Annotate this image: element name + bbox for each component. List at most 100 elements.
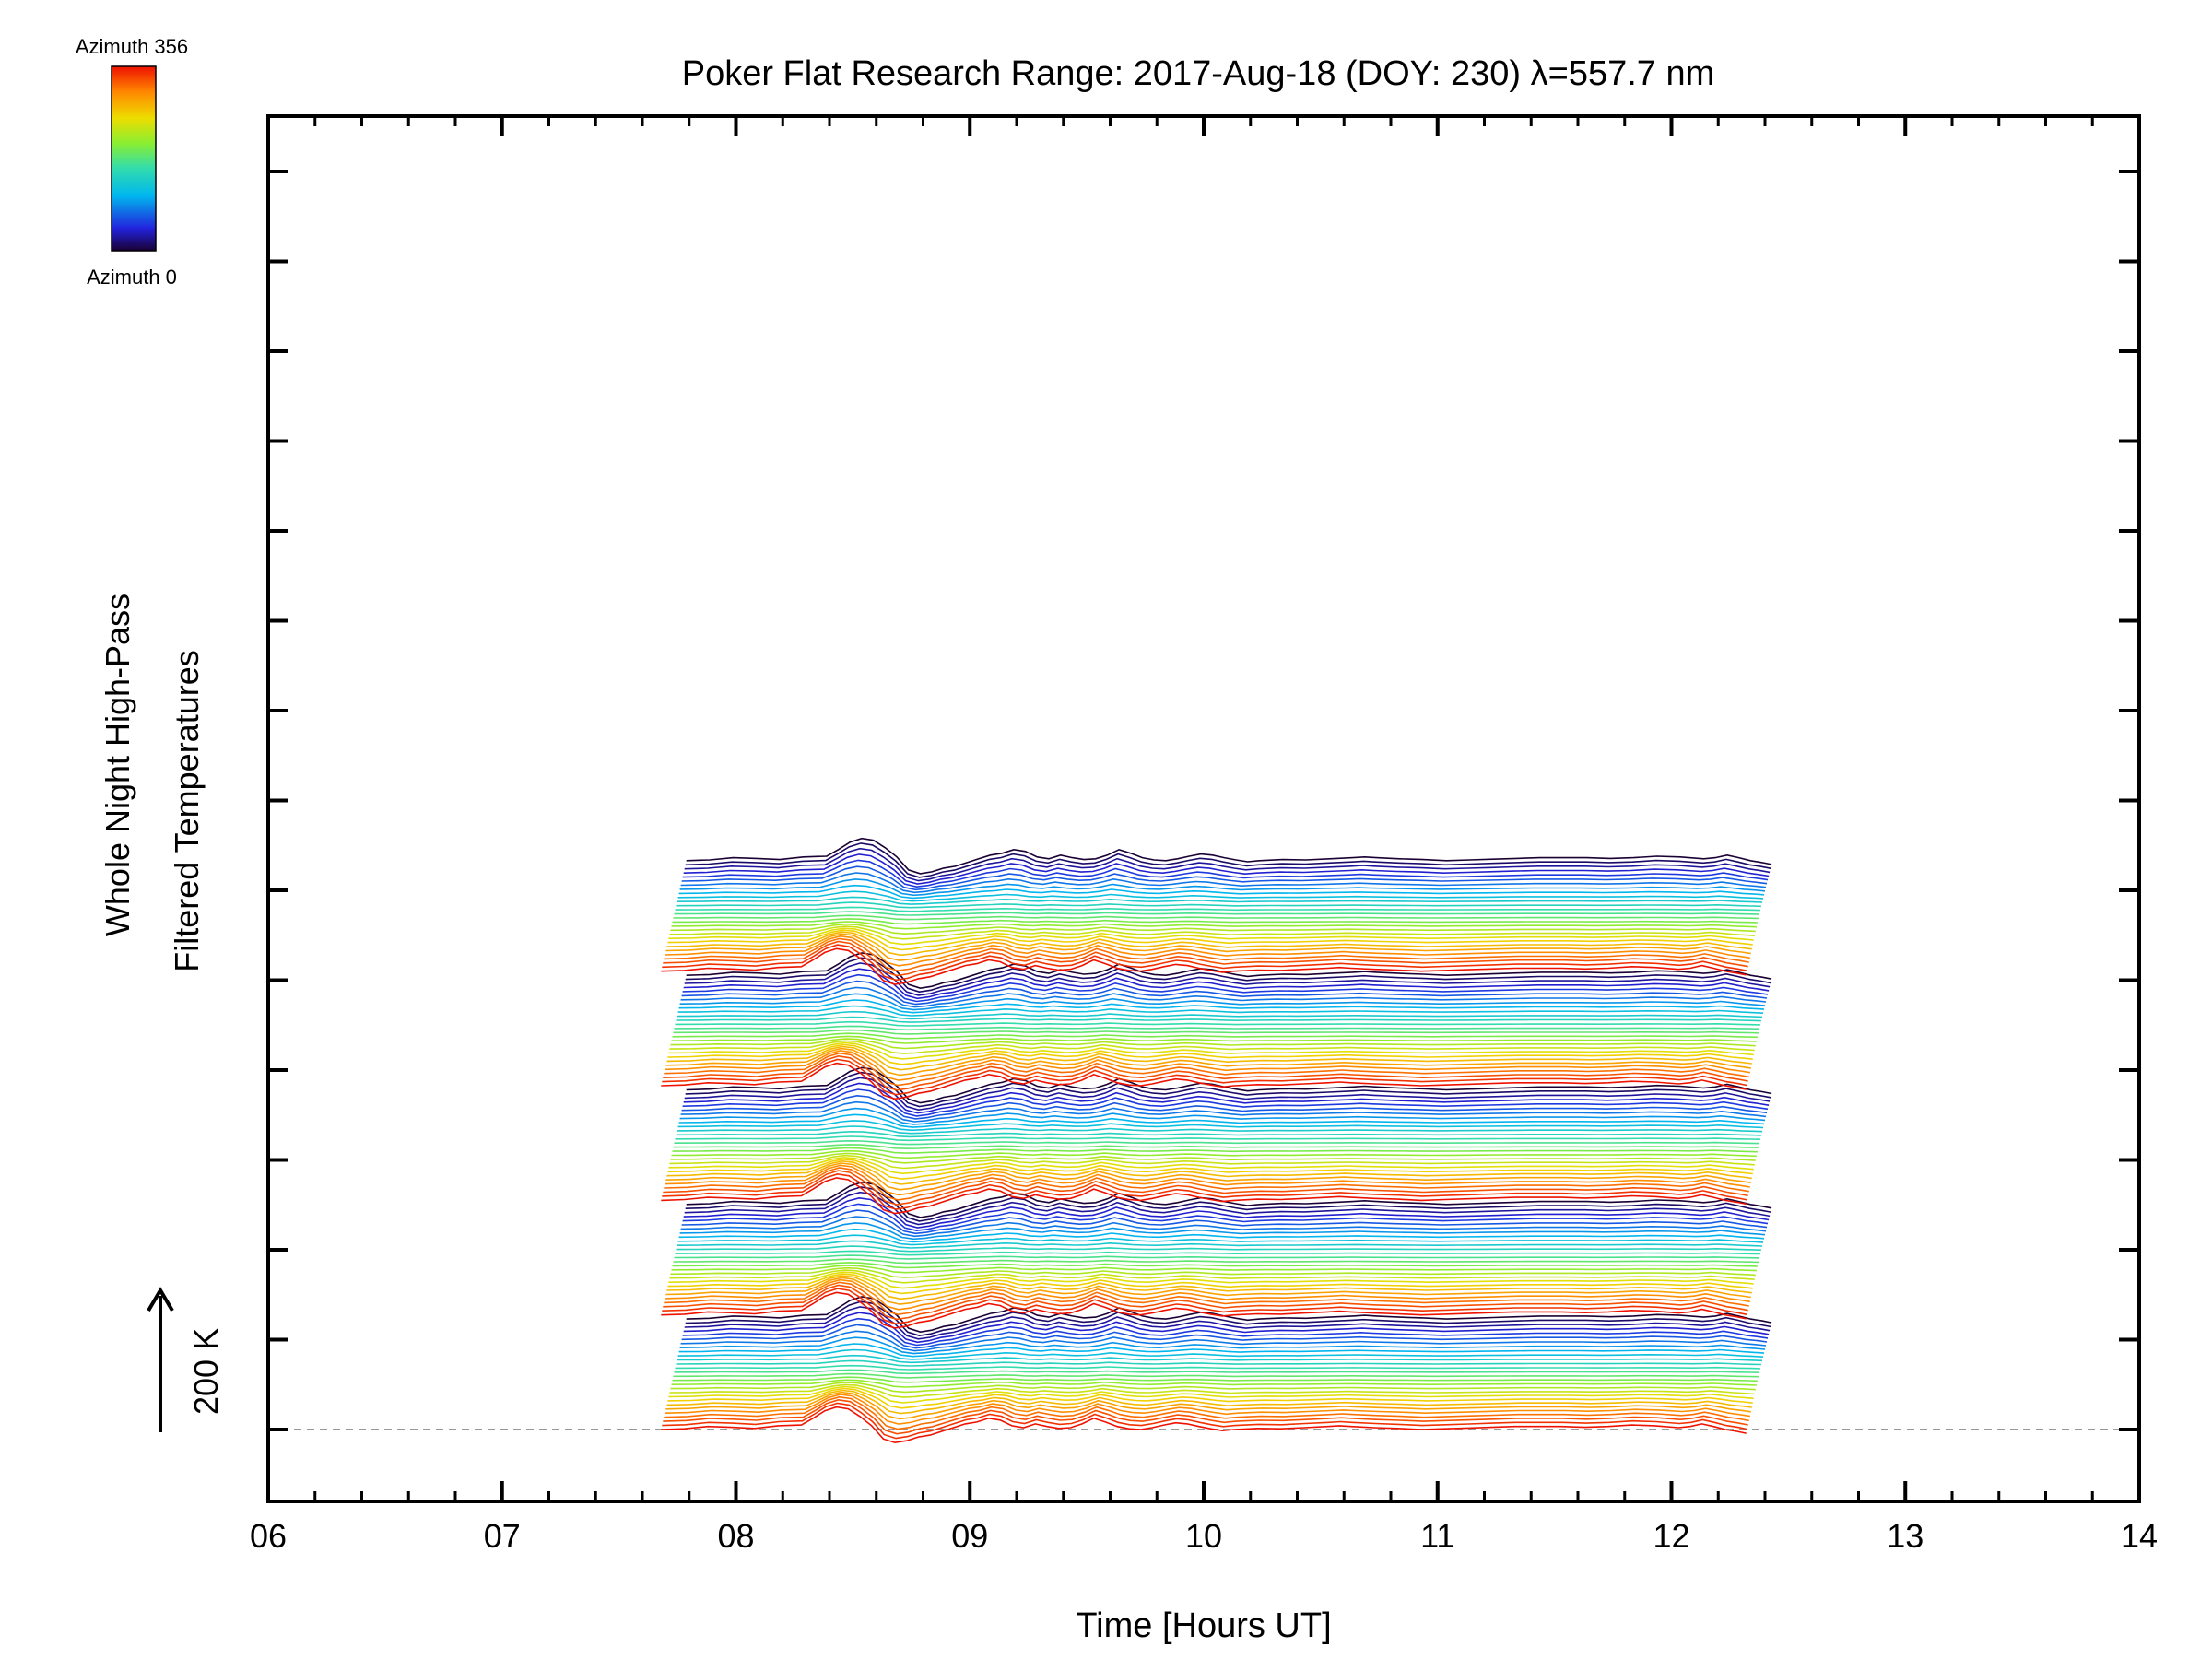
series-line [668, 927, 1754, 946]
series-line [674, 1139, 1759, 1146]
series-line [667, 1043, 1753, 1065]
series-line [665, 933, 1751, 961]
series-line [677, 1240, 1763, 1249]
series-line [665, 1050, 1750, 1081]
series-line [664, 937, 1749, 972]
series-line [673, 1258, 1759, 1265]
x-axis: 06 07 08 09 10 11 12 13 14 [250, 116, 2158, 1555]
x-tick-label: 10 [1185, 1517, 1222, 1555]
series-line [663, 1284, 1748, 1321]
colorbar-top-label: Azimuth 356 [76, 35, 188, 58]
series-line [677, 1120, 1764, 1132]
series-line [685, 1186, 1771, 1222]
series-line [673, 1372, 1759, 1379]
series-line [667, 1387, 1753, 1409]
series-line [665, 935, 1750, 967]
series-line [683, 853, 1770, 885]
series-line [677, 890, 1764, 902]
series-line [675, 1250, 1760, 1256]
colorbar-bottom-label: Azimuth 0 [87, 265, 177, 288]
series-line [686, 837, 1772, 875]
plot-frame [266, 114, 2141, 1503]
series-line [670, 1152, 1756, 1164]
series-line [664, 1052, 1749, 1087]
series-line [671, 1379, 1757, 1388]
series-line [677, 1348, 1764, 1360]
series-line [670, 1038, 1756, 1050]
series-line [675, 1135, 1760, 1142]
series-line [664, 1167, 1749, 1201]
series-line [682, 1203, 1769, 1232]
series-line [684, 1077, 1771, 1112]
series-line [676, 1245, 1761, 1253]
series-line [674, 1025, 1759, 1031]
x-tick-label: 12 [1653, 1517, 1689, 1555]
series-line [677, 1125, 1763, 1135]
series-line [681, 1209, 1768, 1235]
series-line [663, 1398, 1748, 1435]
series-line [665, 1391, 1751, 1420]
series-line [680, 872, 1767, 894]
series-line [663, 1170, 1748, 1206]
series-line [663, 940, 1748, 977]
series-line [668, 1041, 1754, 1060]
series-line [685, 1071, 1771, 1108]
series-line [667, 929, 1753, 951]
series-line [665, 1394, 1750, 1425]
series-line [680, 986, 1767, 1008]
x-tick-label: 07 [484, 1517, 521, 1555]
series-line [678, 1113, 1765, 1128]
y-axis-label-line1: Whole Night High-Pass [99, 594, 136, 936]
series-line [668, 1271, 1754, 1289]
series-line [672, 918, 1758, 925]
series-line [669, 1040, 1755, 1054]
series-line [684, 1191, 1771, 1226]
series-line [666, 1045, 1752, 1071]
series-line [665, 1162, 1751, 1191]
series-line [680, 1330, 1767, 1352]
series-line [661, 1406, 1747, 1444]
series-line [671, 1035, 1757, 1044]
series-line [677, 1354, 1763, 1364]
series-line [677, 896, 1763, 905]
x-tick-label: 09 [951, 1517, 988, 1555]
series-line [672, 1262, 1758, 1269]
trace-group [661, 837, 1772, 1444]
series-line [679, 878, 1766, 897]
series-line [667, 1158, 1753, 1180]
series-line [675, 1364, 1760, 1371]
series-line [681, 1094, 1768, 1120]
series-line [686, 952, 1772, 990]
series-line [682, 973, 1769, 1003]
series-line [665, 1047, 1751, 1077]
series-line [666, 931, 1752, 957]
series-line [682, 859, 1769, 888]
series-line [677, 1005, 1764, 1017]
series-line [679, 1222, 1766, 1241]
x-tick-label: 14 [2121, 1517, 2158, 1555]
x-axis-label: Time [Hours UT] [1076, 1606, 1331, 1645]
series-line [684, 962, 1771, 996]
series-line [681, 980, 1768, 1006]
scale-label: 200 K [187, 1328, 225, 1415]
series-line [678, 1228, 1765, 1243]
x-tick-label: 13 [1887, 1517, 1924, 1555]
series-line [666, 1159, 1752, 1185]
series-line [665, 1164, 1750, 1196]
series-line [680, 1216, 1767, 1238]
series-line [669, 1154, 1755, 1170]
series-line [671, 921, 1757, 930]
series-line [670, 1266, 1756, 1278]
series-line [668, 1385, 1754, 1404]
x-tick-label: 11 [1420, 1517, 1454, 1555]
series-line [686, 1066, 1772, 1104]
series-line [668, 1157, 1754, 1175]
series-line [681, 1324, 1768, 1349]
colorbar [111, 65, 157, 252]
series-line [672, 1032, 1758, 1040]
series-line [678, 1343, 1765, 1358]
series-line [674, 911, 1759, 916]
series-line [665, 1278, 1750, 1311]
series-line [679, 1107, 1766, 1125]
series-line [662, 1288, 1747, 1325]
